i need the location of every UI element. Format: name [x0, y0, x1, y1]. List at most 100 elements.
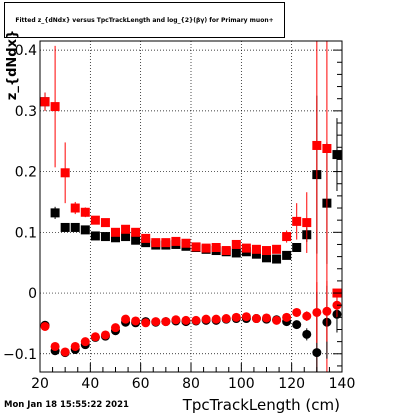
y-tick-label: 0.4	[15, 43, 37, 59]
data-point	[241, 312, 251, 322]
data-point	[171, 236, 181, 246]
data-point	[50, 341, 60, 351]
data-point	[312, 307, 322, 317]
data-point	[111, 227, 120, 237]
data-point	[100, 218, 110, 228]
data-point	[70, 341, 80, 351]
data-point	[322, 143, 332, 153]
data-point	[302, 329, 312, 339]
data-point	[272, 315, 282, 325]
data-point	[332, 300, 342, 310]
y-tick-label: 0.2	[15, 165, 37, 181]
data-point	[80, 207, 90, 217]
data-point	[322, 306, 332, 316]
data-point	[90, 231, 100, 241]
data-point	[262, 313, 271, 323]
data-point	[70, 222, 80, 232]
x-tick-label: 20	[31, 376, 49, 392]
data-point	[161, 317, 171, 327]
data-point	[231, 312, 241, 322]
data-point	[131, 235, 141, 245]
data-point	[211, 242, 221, 252]
data-point	[131, 227, 141, 237]
data-point	[332, 150, 342, 160]
data-point	[141, 318, 151, 328]
data-point	[40, 97, 50, 107]
x-tick-label: 100	[228, 376, 255, 392]
series-1	[40, 41, 342, 372]
data-point	[251, 314, 261, 324]
data-point	[60, 222, 70, 232]
chart-title: Fitted z_{dNdx} versus TpcTrackLength an…	[15, 16, 274, 24]
data-point	[211, 314, 221, 324]
data-point	[201, 243, 211, 253]
y-tick-label: 0.1	[15, 225, 37, 241]
data-point	[181, 315, 191, 325]
data-point	[312, 348, 322, 358]
data-point	[302, 311, 312, 321]
data-point	[121, 224, 131, 234]
data-point	[191, 315, 201, 325]
data-point	[302, 218, 312, 228]
data-point	[80, 337, 90, 347]
data-point	[111, 233, 120, 243]
axes: 20 40 60 80 100 120 140 −0.1 0 0.1 0.2 0.3 0.4	[3, 43, 355, 392]
data-point	[60, 347, 70, 357]
data-point	[50, 102, 60, 112]
x-tick-label: 80	[182, 376, 200, 392]
data-point	[272, 244, 282, 254]
data-point	[231, 248, 241, 258]
grid	[40, 41, 342, 372]
data-point	[90, 215, 100, 225]
data-point	[171, 315, 181, 325]
data-point	[70, 203, 80, 213]
data-point	[262, 246, 271, 256]
data-point	[181, 238, 191, 248]
data-point	[40, 321, 50, 331]
data-point	[272, 254, 282, 264]
data-point	[121, 232, 131, 242]
data-point	[50, 208, 60, 218]
timestamp: Mon Jan 18 15:55:22 2021	[4, 400, 129, 410]
y-tick-label: −0.1	[3, 347, 37, 363]
data-point	[282, 232, 292, 242]
y-tick-label: 0	[28, 286, 37, 302]
data-point	[60, 168, 70, 178]
data-point	[262, 253, 271, 263]
data-point	[100, 232, 110, 242]
y-tick-label: 0.3	[15, 104, 37, 120]
x-tick-label: 120	[278, 376, 305, 392]
x-tick-label: 40	[81, 376, 99, 392]
series-3	[40, 280, 342, 357]
data-point	[221, 246, 231, 256]
data-point	[241, 243, 251, 253]
data-point	[282, 250, 292, 260]
y-axis-label: z_{dNdx}	[5, 30, 20, 100]
data-point	[292, 307, 302, 317]
data-point	[100, 330, 110, 340]
data-point	[121, 314, 131, 324]
data-point	[80, 225, 90, 235]
data-point	[251, 244, 261, 254]
x-axis-label: TpcTrackLength (cm)	[182, 396, 340, 414]
data-point	[231, 239, 241, 249]
data-point	[201, 314, 211, 324]
data-point	[90, 332, 100, 342]
x-tick-label: 60	[132, 376, 150, 392]
data-point	[161, 238, 171, 248]
data-point	[151, 238, 161, 248]
data-series	[40, 41, 342, 372]
data-point	[191, 242, 201, 252]
data-point	[292, 320, 302, 330]
data-point	[312, 140, 322, 150]
data-point	[141, 233, 151, 243]
data-point	[111, 323, 120, 333]
data-point	[151, 317, 161, 327]
data-point	[221, 314, 231, 324]
title-box: Fitted z_{dNdx} versus TpcTrackLength an…	[4, 2, 285, 38]
x-tick-label: 140	[329, 376, 356, 392]
data-point	[251, 249, 261, 259]
data-point	[292, 242, 302, 252]
data-point	[292, 216, 302, 226]
